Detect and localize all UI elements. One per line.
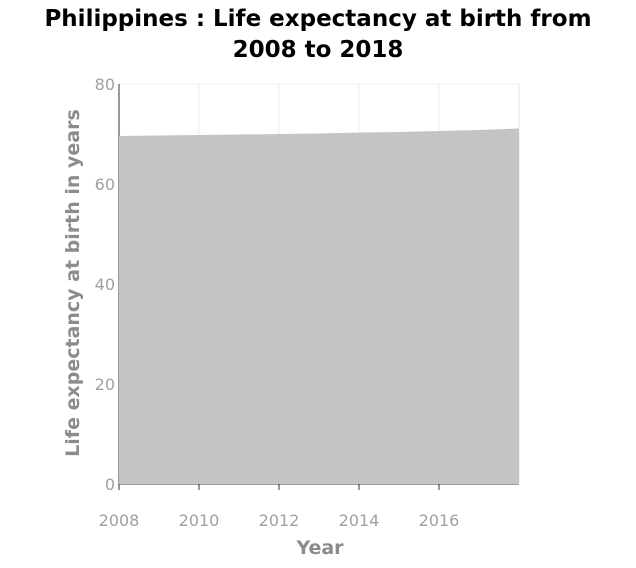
y-tick-label: 20 <box>95 375 115 394</box>
area-series <box>119 128 519 484</box>
tick-labels: 2008 2010 2012 2014 2016 0 20 40 60 80 <box>95 75 460 530</box>
x-tick-label: 2016 <box>419 511 460 530</box>
chart-title: Philippines : Life expectancy at birth f… <box>0 4 636 66</box>
y-tick-label: 40 <box>95 275 115 294</box>
y-tick-label: 60 <box>95 175 115 194</box>
x-tick-label: 2008 <box>99 511 140 530</box>
chart-title-line-1: Philippines : Life expectancy at birth f… <box>44 6 592 32</box>
y-tick-label: 0 <box>105 475 115 494</box>
x-tick-label: 2012 <box>259 511 300 530</box>
y-axis-label: Life expectancy at birth in years <box>62 109 84 457</box>
x-axis-label: Year <box>295 537 344 559</box>
y-tick-label: 80 <box>95 75 115 94</box>
x-tick-label: 2010 <box>179 511 220 530</box>
x-tick-label: 2014 <box>339 511 380 530</box>
chart-title-line-2: 2008 to 2018 <box>232 37 404 63</box>
